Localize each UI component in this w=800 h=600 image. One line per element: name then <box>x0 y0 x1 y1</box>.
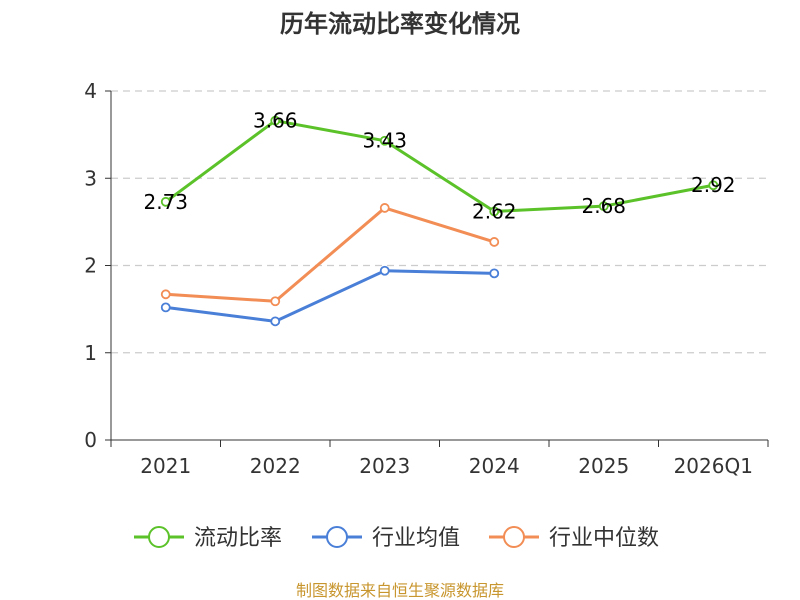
data-label: 2.68 <box>581 194 626 218</box>
data-point <box>489 206 500 217</box>
x-tick-label: 2022 <box>250 454 301 478</box>
axes: 0 1 2 3 4 2021 2022 2023 2024 2025 2026Q1 <box>84 79 769 478</box>
data-labels: 2.73 3.66 3.43 2.62 2.68 2.92 <box>143 109 735 224</box>
legend: 流动比率 行业均值 行业中位数 <box>134 526 659 551</box>
source-note: 制图数据来自恒生聚源数据库 <box>296 581 504 600</box>
x-tick-label: 2025 <box>578 454 629 478</box>
x-tick-label: 2024 <box>469 454 520 478</box>
data-point <box>160 196 171 207</box>
legend-label: 流动比率 <box>194 526 282 551</box>
series-line-3 <box>165 206 495 303</box>
y-tick-label: 1 <box>84 341 97 365</box>
y-tick-label: 0 <box>84 428 97 452</box>
series-line-1 <box>164 119 714 213</box>
data-label: 3.66 <box>253 109 298 133</box>
series-layer <box>160 115 719 327</box>
x-tick-label: 2023 <box>359 454 410 478</box>
x-tick-label: 2026Q1 <box>674 454 753 478</box>
data-point <box>160 302 171 313</box>
grid-lines <box>111 90 768 354</box>
legend-swatch-marker <box>503 526 525 548</box>
data-point <box>489 268 500 279</box>
legend-item-1: 流动比率 <box>134 526 282 551</box>
chart-title: 历年流动比率变化情况 <box>280 10 520 38</box>
legend-label: 行业中位数 <box>549 526 659 551</box>
series-line-2 <box>165 269 495 323</box>
y-tick-label: 2 <box>84 254 97 278</box>
legend-item-3: 行业中位数 <box>489 526 659 551</box>
data-label: 3.43 <box>362 129 407 153</box>
data-point <box>708 180 719 191</box>
data-point <box>270 115 281 126</box>
legend-swatch-marker <box>326 526 348 548</box>
legend-item-2: 行业均值 <box>312 526 460 551</box>
data-point <box>379 203 390 213</box>
data-point <box>379 135 390 146</box>
data-point <box>489 237 500 247</box>
data-label: 2.73 <box>143 190 188 214</box>
data-label: 2.62 <box>472 199 517 223</box>
data-point <box>270 316 281 327</box>
x-tick-label: 2021 <box>140 454 191 478</box>
data-point <box>379 265 390 276</box>
data-point <box>160 289 171 300</box>
data-label: 2.92 <box>691 173 736 197</box>
data-point <box>270 296 281 307</box>
y-tick-label: 3 <box>84 166 97 190</box>
legend-swatch-marker <box>148 526 170 548</box>
y-tick-label: 4 <box>84 79 97 103</box>
data-point <box>598 201 609 212</box>
legend-label: 行业均值 <box>372 526 460 551</box>
